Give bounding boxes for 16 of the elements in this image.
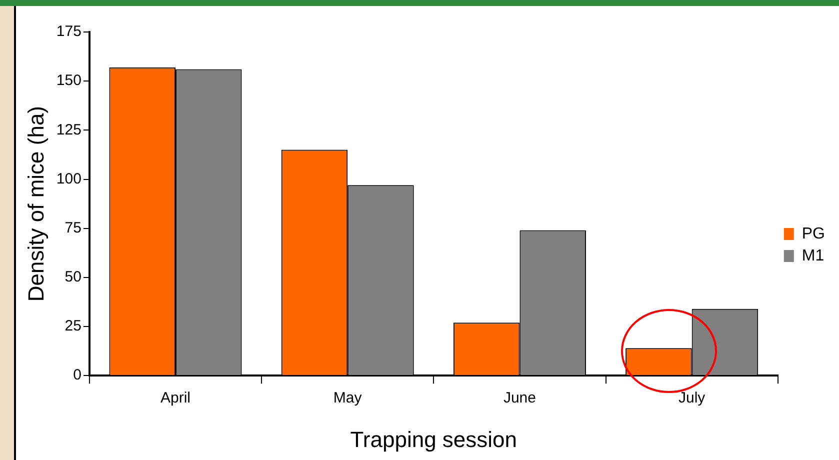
legend-label: M1 <box>802 247 824 264</box>
y-axis-title: Density of mice (ha) <box>23 106 48 302</box>
x-tick-label: June <box>503 390 536 407</box>
y-tick-label: 25 <box>64 318 82 335</box>
x-tick-label: July <box>678 390 706 407</box>
y-tick-label: 50 <box>64 268 82 286</box>
x-axis-title: Trapping session <box>350 426 518 452</box>
y-tick-label: 150 <box>56 72 82 90</box>
y-tick-label: 100 <box>56 170 82 188</box>
x-tick-label: April <box>160 390 190 407</box>
y-tick-label: 125 <box>56 121 82 138</box>
y-tick-label: 0 <box>73 366 82 384</box>
x-tick-label: May <box>333 390 362 407</box>
legend-label: PG <box>802 225 826 242</box>
y-tick-label: 75 <box>64 219 82 236</box>
y-tick-label: 175 <box>56 23 82 40</box>
